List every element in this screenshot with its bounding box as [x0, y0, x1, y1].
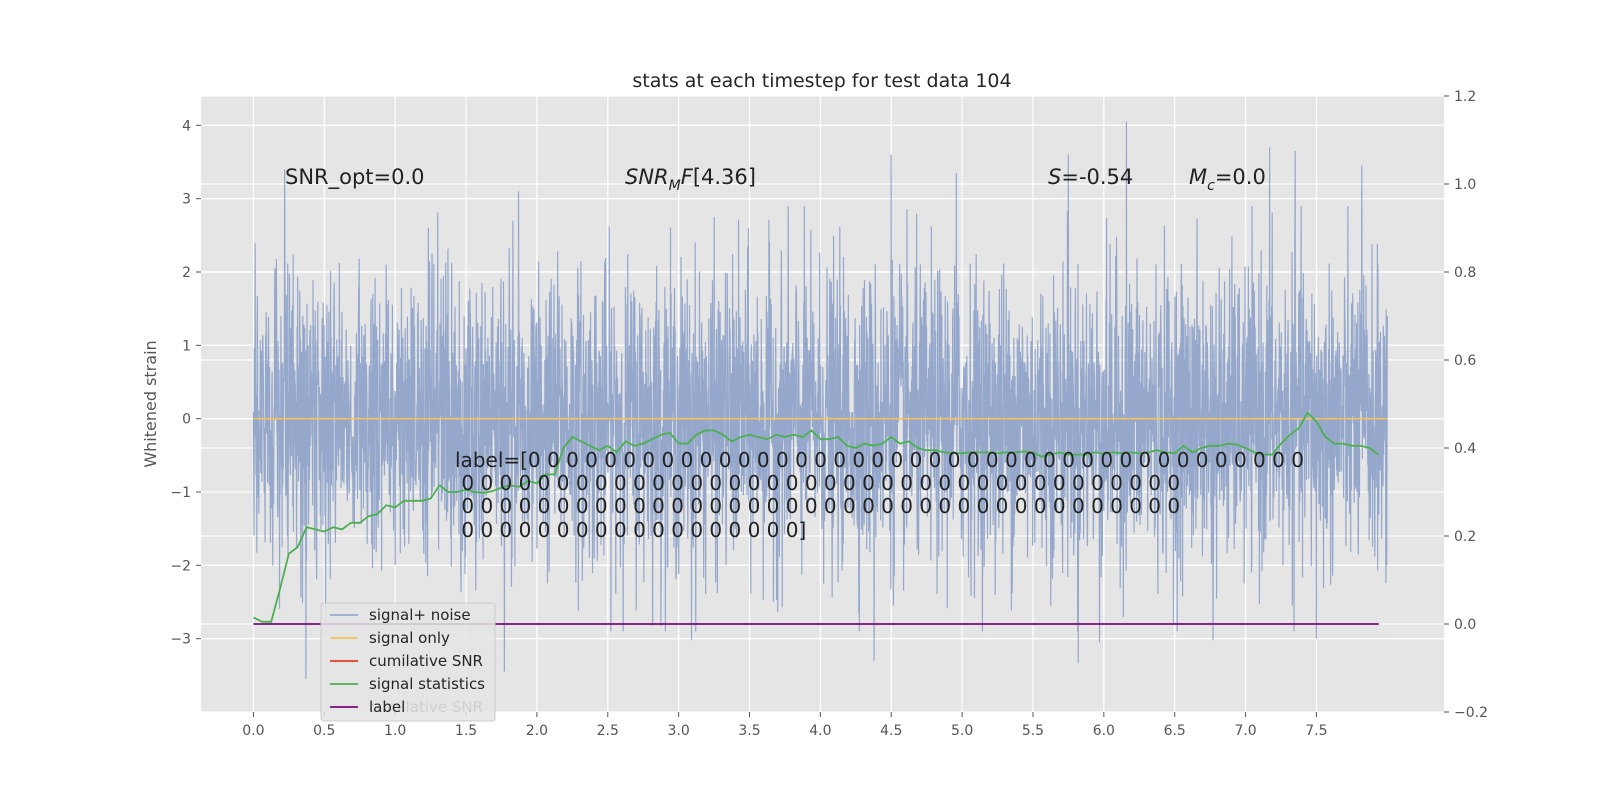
annotation-chirp-mass: Mc=0.0 — [1189, 165, 1266, 194]
series-signal-statistics — [253, 411, 1379, 623]
y-tick-label-right: 0.2 — [1454, 529, 1476, 545]
label-array-line-3: 0 0 0 0 0 0 0 0 0 0 0 0 0 0 0 0 0 0 0 0 … — [455, 494, 1180, 518]
x-tick-label: 2.5 — [597, 723, 619, 739]
legend-label-label: label — [369, 698, 405, 716]
y-tick-label-right: 0.4 — [1454, 441, 1476, 457]
label-array-line-1: label=[0 0 0 0 0 0 0 0 0 0 0 0 0 0 0 0 0… — [455, 448, 1304, 472]
legend-label-signal-noise: signal+ noise — [369, 606, 471, 624]
y-tick-label-left: −3 — [170, 632, 191, 648]
x-tick-label: 1.0 — [384, 723, 406, 739]
y-tick-label-left: 1 — [182, 338, 191, 354]
legend-label-cumulative-snr: cumilative SNR — [369, 652, 483, 670]
x-tick-label: 7.0 — [1234, 723, 1256, 739]
annotation-statistic-value: =-0.54 — [1061, 165, 1133, 189]
y-tick-label-left: 4 — [182, 118, 191, 134]
series-signal-noise — [252, 121, 1388, 680]
y-tick-label-right: 1.0 — [1454, 177, 1476, 193]
x-tick-label: 0.0 — [242, 723, 264, 739]
legend-ghost-label: cumilative SNR — [369, 698, 483, 716]
y-tick-label-left: 0 — [182, 412, 191, 428]
legend: signal+ noise signal only cumilative SNR… — [320, 602, 496, 722]
x-tick-label: 1.5 — [455, 723, 477, 739]
y-tick-label-right: −0.2 — [1454, 705, 1488, 721]
x-tick-label: 6.0 — [1093, 723, 1115, 739]
y-tick-label-right: 1.2 — [1454, 89, 1476, 105]
y-tick-label-right: 0.0 — [1454, 617, 1476, 633]
x-tick-label: 0.5 — [313, 723, 335, 739]
x-tick-label: 2.0 — [526, 723, 548, 739]
x-tick-label: 6.5 — [1164, 723, 1186, 739]
x-tick-label: 4.0 — [809, 723, 831, 739]
y-tick-label-left: 2 — [182, 265, 191, 281]
y-tick-label-right: 0.6 — [1454, 353, 1476, 369]
y-axis-left: 4 3 2 1 0 −1 −2 −3 — [170, 118, 201, 648]
y-tick-label-left: −2 — [170, 558, 191, 574]
legend-label-signal-only: signal only — [369, 629, 450, 647]
x-tick-label: 3.5 — [738, 723, 760, 739]
annotation-chirp-mass-value: =0.0 — [1215, 165, 1266, 189]
label-array-line-2: 0 0 0 0 0 0 0 0 0 0 0 0 0 0 0 0 0 0 0 0 … — [455, 471, 1180, 495]
label-array-line-4: 0 0 0 0 0 0 0 0 0 0 0 0 0 0 0 0 0 0] — [455, 518, 806, 542]
annotation-statistic: S=-0.54 — [1048, 165, 1133, 189]
x-axis: 0.0 0.5 1.0 1.5 2.0 2.5 3.0 3.5 4.0 4.5 5.0 5.5 6.0 6… — [242, 712, 1328, 739]
annotation-snr-opt: SNR_opt=0.0 — [285, 165, 425, 190]
chart-title: stats at each timestep for test data 104 — [632, 70, 1011, 92]
legend-label-signal-statistics: signal statistics — [369, 675, 485, 693]
y-tick-label-left: −1 — [170, 485, 191, 501]
annotation-snr-mf-value: [4.36] — [693, 165, 756, 189]
x-tick-label: 4.5 — [880, 723, 902, 739]
y-tick-label-left: 3 — [182, 192, 191, 208]
y-tick-label-right: 0.8 — [1454, 265, 1476, 281]
x-tick-label: 7.5 — [1305, 723, 1327, 739]
legend-box — [320, 602, 496, 722]
y-axis-right: 1.2 1.0 0.8 0.6 0.4 0.2 0.0 −0.2 — [1444, 89, 1488, 721]
x-tick-label: 5.0 — [951, 723, 973, 739]
x-tick-label: 5.5 — [1022, 723, 1044, 739]
x-tick-label: 3.0 — [668, 723, 690, 739]
y-axis-label: Whitened strain — [141, 340, 160, 467]
annotation-snr-mf: SNRMF[4.36] — [625, 165, 756, 194]
